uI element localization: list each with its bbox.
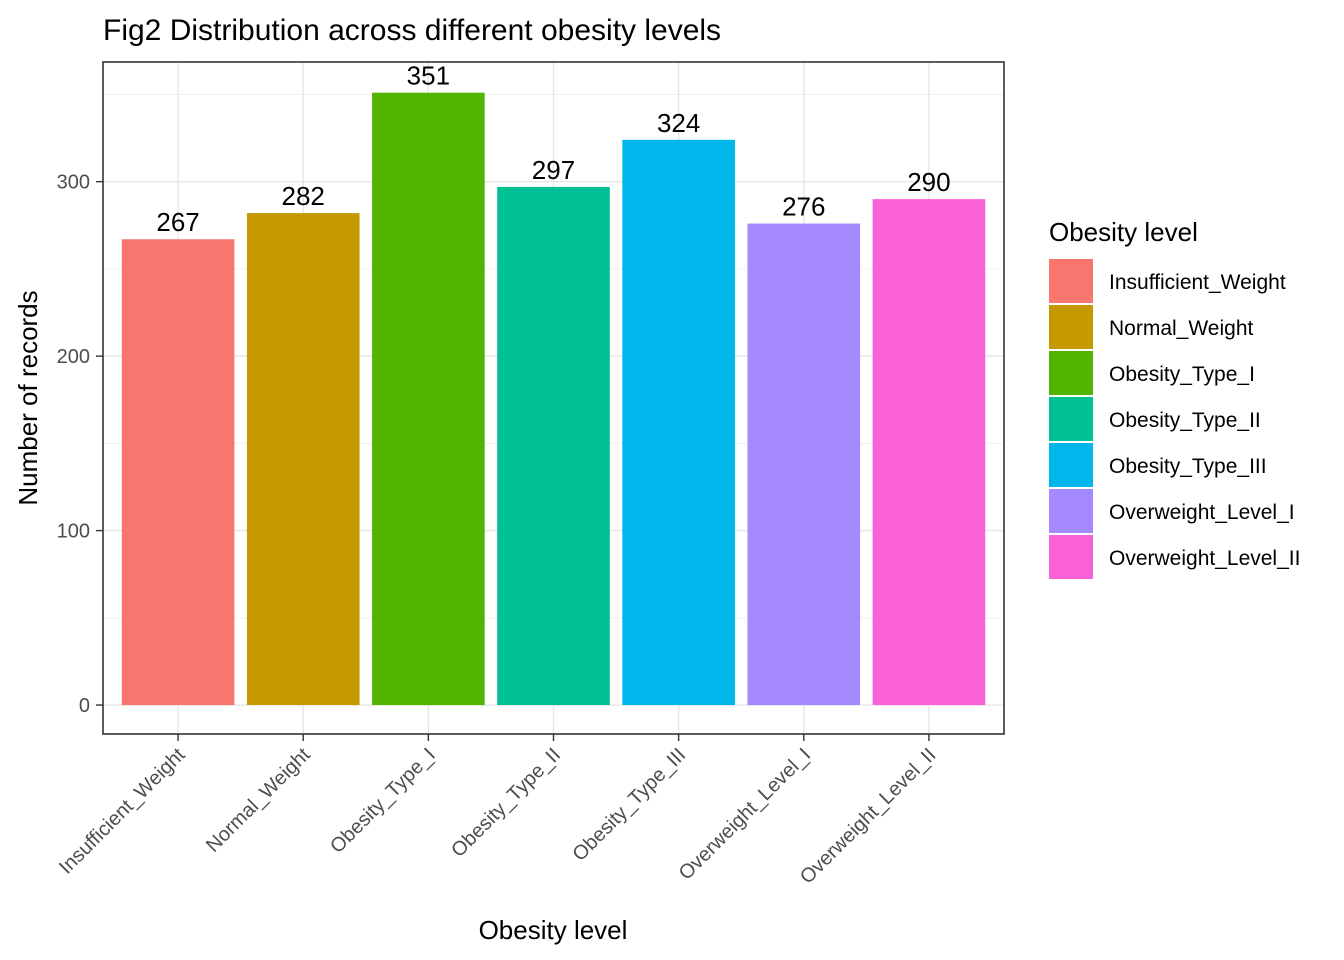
legend-label: Insufficient_Weight	[1109, 271, 1286, 294]
data-label: 351	[407, 61, 450, 91]
bar	[497, 186, 610, 706]
data-labels: 267 282 351 297 324 276 290	[156, 61, 950, 238]
data-label: 267	[156, 207, 199, 237]
bar	[372, 92, 485, 706]
data-label: 297	[532, 155, 575, 185]
legend-key	[1049, 259, 1093, 303]
x-axis-title: Obesity level	[479, 915, 628, 945]
y-tick-label: 200	[57, 346, 90, 368]
data-label: 276	[782, 192, 825, 222]
legend-key	[1049, 535, 1093, 579]
legend-key	[1049, 305, 1093, 349]
legend-label: Overweight_Level_II	[1109, 547, 1300, 570]
x-tick-label: Obesity_Type_I	[326, 744, 440, 858]
data-label: 324	[657, 108, 700, 138]
legend-label: Overweight_Level_I	[1109, 501, 1295, 524]
legend-key	[1049, 443, 1093, 487]
x-tick-label: Overweight_Level_I	[675, 744, 816, 885]
legend-label: Obesity_Type_I	[1109, 363, 1255, 386]
bar	[747, 223, 861, 706]
x-tick-label: Overweight_Level_II	[796, 744, 940, 888]
legend-label: Obesity_Type_III	[1109, 455, 1267, 478]
y-axis-title: Number of records	[13, 290, 43, 505]
x-tick-label: Obesity_Type_II	[447, 744, 565, 862]
bar	[622, 139, 735, 706]
x-axis: Insufficient_Weight Normal_Weight Obesity_…	[55, 734, 940, 888]
y-tick-label: 100	[57, 521, 90, 543]
legend: Obesity level Insufficient_Weight Normal_…	[1049, 217, 1300, 579]
chart-title: Fig2 Distribution across different obesi…	[103, 14, 721, 47]
x-tick-label: Obesity_Type_III	[568, 744, 690, 866]
x-tick-label: Insufficient_Weight	[55, 744, 190, 879]
legend-label: Normal_Weight	[1109, 317, 1253, 340]
data-label: 282	[282, 181, 325, 211]
legend-title: Obesity level	[1049, 217, 1198, 247]
y-tick-label: 300	[57, 172, 90, 194]
bar	[246, 213, 360, 706]
bar	[872, 199, 986, 706]
legend-key	[1049, 397, 1093, 441]
x-tick-label: Normal_Weight	[202, 744, 315, 857]
data-label: 290	[907, 167, 950, 197]
bar	[121, 239, 235, 706]
y-tick-label: 0	[79, 695, 90, 717]
legend-label: Obesity_Type_II	[1109, 409, 1261, 432]
legend-key	[1049, 489, 1093, 533]
y-axis: 0 100 200 300	[57, 172, 103, 717]
bars	[121, 92, 986, 706]
legend-key	[1049, 351, 1093, 395]
